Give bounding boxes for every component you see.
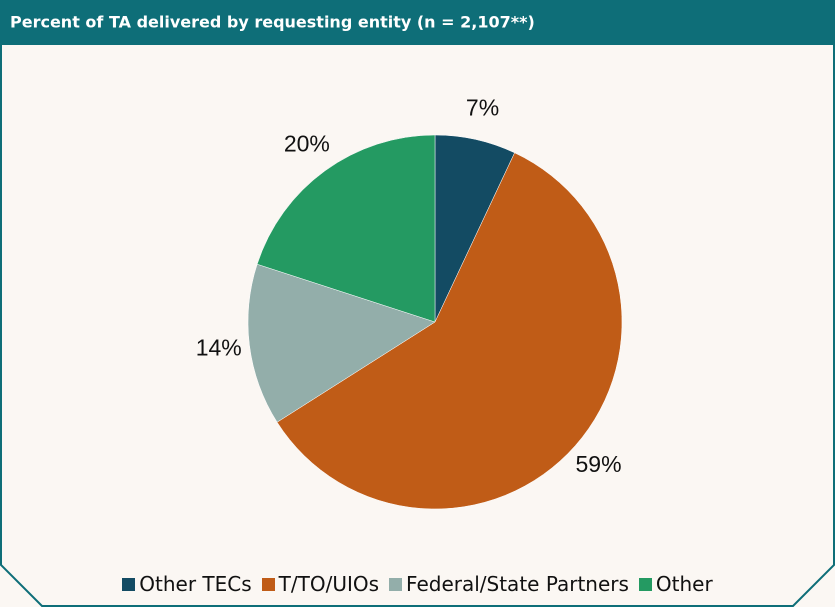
chart-title: Percent of TA delivered by requesting en… bbox=[10, 13, 535, 32]
data-label: 59% bbox=[576, 451, 622, 477]
legend-swatch bbox=[122, 577, 136, 591]
pie-slice bbox=[247, 263, 436, 423]
legend-item: Federal/State Partners bbox=[389, 572, 629, 596]
legend-swatch bbox=[389, 577, 403, 591]
pie-slice bbox=[256, 134, 436, 323]
header-bar bbox=[0, 0, 835, 45]
legend-item: Other bbox=[638, 572, 713, 596]
pie-slice bbox=[276, 152, 623, 510]
legend-label: Other bbox=[655, 572, 713, 596]
legend-swatch bbox=[261, 577, 275, 591]
legend-label: T/TO/UIOs bbox=[278, 572, 380, 596]
legend-item: Other TECs bbox=[122, 572, 252, 596]
legend-item: T/TO/UIOs bbox=[261, 572, 380, 596]
data-label: 7% bbox=[466, 94, 499, 120]
legend-label: Other TECs bbox=[139, 572, 252, 596]
legend-swatch bbox=[638, 577, 652, 591]
legend: Other TECs T/TO/UIOs Federal/State Partner… bbox=[0, 572, 835, 596]
legend-label: Federal/State Partners bbox=[406, 572, 629, 596]
data-label: 20% bbox=[284, 131, 330, 157]
data-label: 14% bbox=[196, 334, 242, 360]
